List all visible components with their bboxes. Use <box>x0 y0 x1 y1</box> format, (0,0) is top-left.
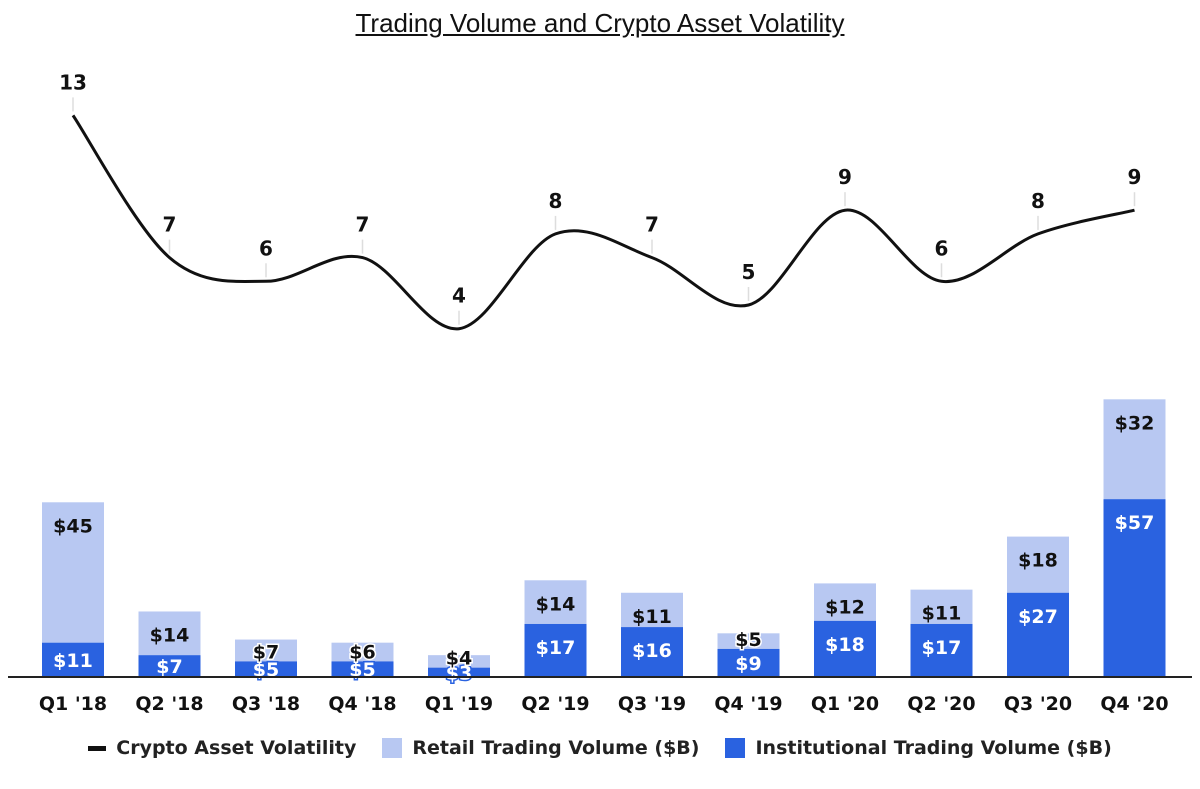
bar-institutional <box>1007 592 1069 677</box>
bar-label-institutional: $5 <box>349 659 375 681</box>
volatility-point-label: 8 <box>549 189 563 213</box>
bar-label-institutional: $18 <box>825 634 865 656</box>
volatility-point-label: 9 <box>1128 165 1142 189</box>
bar-retail <box>621 592 683 628</box>
bar-label-institutional: $27 <box>1018 606 1058 628</box>
bar-label-retail: $45 <box>53 515 93 537</box>
legend-item-volatility: Crypto Asset Volatility <box>88 737 356 759</box>
volatility-point-label: 6 <box>935 236 949 260</box>
bar-retail <box>1103 399 1166 500</box>
volatility-point-label: 4 <box>452 284 466 308</box>
bar-institutional <box>42 642 104 677</box>
bar-label-retail: $5 <box>735 629 761 651</box>
bar-retail <box>1007 536 1069 593</box>
legend-line-swatch <box>88 745 107 751</box>
bar-label-retail: $6 <box>349 641 375 663</box>
x-tick-label: Q4 '18 <box>328 693 396 715</box>
volatility-point-label: 6 <box>259 236 273 260</box>
bar-retail <box>910 589 973 624</box>
bar-retail <box>138 611 201 656</box>
bar-retail <box>42 502 104 643</box>
bar-label-institutional: $9 <box>735 653 761 675</box>
bar-label-institutional: $17 <box>536 637 576 659</box>
bar-label-retail: $11 <box>922 603 962 625</box>
bar-retail <box>814 583 876 621</box>
bar-retail <box>524 580 587 624</box>
bar-label-retail: $7 <box>253 641 279 663</box>
x-tick-group: Q1 '18 Q2 '18 Q3 '18 Q4 '18 Q1 '19 Q2 '19 Q3 '… <box>39 693 1169 715</box>
legend: Crypto Asset Volatility Retail Trading V… <box>0 733 1200 763</box>
x-tick-label: Q1 '20 <box>811 693 879 715</box>
bar-label-institutional: $7 <box>156 656 182 678</box>
chart-title: Trading Volume and Crypto Asset Volatili… <box>355 8 845 38</box>
bar-retail <box>428 655 490 668</box>
bar-retail <box>235 639 297 662</box>
x-tick-label: Q3 '20 <box>1004 693 1072 715</box>
bar-group: $11$45$7$14$5$7$5$6$3$4 $17$14$16$11$9$5 $… <box>42 399 1166 686</box>
bar-label-retail: $11 <box>632 606 672 628</box>
legend-item-retail: Retail Trading Volume ($B) <box>382 737 699 759</box>
bar-label-institutional: $5 <box>253 659 279 681</box>
bar-label-retail: $14 <box>536 593 576 615</box>
x-tick-label: Q1 '18 <box>39 693 107 715</box>
bar-label-institutional: $16 <box>632 640 672 662</box>
bar-institutional <box>428 667 490 677</box>
bar-label-institutional: $11 <box>53 650 93 672</box>
x-tick-label: Q2 '18 <box>135 693 203 715</box>
bar-label-institutional: $3 <box>446 662 472 684</box>
volatility-point-label: 13 <box>59 70 87 94</box>
legend-label-institutional: Institutional Trading Volume ($B) <box>755 737 1112 759</box>
volatility-point-label: 7 <box>163 213 177 237</box>
bar-label-retail: $18 <box>1018 550 1058 572</box>
bar-institutional <box>910 623 973 677</box>
x-tick-label: Q2 '19 <box>521 693 589 715</box>
legend-institutional-swatch <box>725 738 746 758</box>
x-tick-label: Q4 '20 <box>1100 693 1168 715</box>
x-tick-label: Q3 '19 <box>618 693 686 715</box>
legend-label-retail: Retail Trading Volume ($B) <box>412 737 700 759</box>
x-tick-label: Q2 '20 <box>907 693 975 715</box>
bar-institutional <box>717 648 780 677</box>
x-tick-label: Q4 '19 <box>714 693 782 715</box>
bar-label-institutional: $57 <box>1115 512 1155 534</box>
bar-institutional <box>621 627 683 677</box>
volatility-point-label: 5 <box>742 260 756 284</box>
legend-item-institutional: Institutional Trading Volume ($B) <box>725 737 1112 759</box>
volatility-point-label: 7 <box>356 213 370 237</box>
x-tick-label: Q1 '19 <box>425 693 493 715</box>
legend-retail-swatch <box>382 738 403 758</box>
chart-canvas: $11$45$7$14$5$7$5$6$3$4 $17$14$16$11$9$5 $… <box>8 70 1192 715</box>
bar-label-retail: $12 <box>825 596 865 618</box>
volatility-line <box>71 114 1135 331</box>
volatility-point-label: 9 <box>838 165 852 189</box>
bar-label-institutional: $17 <box>922 637 962 659</box>
bar-label-retail: $4 <box>446 648 472 670</box>
bar-institutional <box>524 623 587 677</box>
bar-retail <box>331 642 394 662</box>
bar-label-retail: $32 <box>1115 412 1155 434</box>
x-tick-label: Q3 '18 <box>232 693 300 715</box>
bar-institutional <box>814 620 876 677</box>
volatility-point-label: 7 <box>645 213 659 237</box>
bar-institutional <box>331 661 394 677</box>
bar-label-retail: $14 <box>150 624 190 646</box>
volatility-point-label: 8 <box>1031 189 1045 213</box>
legend-label-volatility: Crypto Asset Volatility <box>116 737 357 759</box>
bar-retail <box>717 633 780 649</box>
bar-institutional <box>138 655 201 677</box>
volatility-line-group: 13 7 6 7 4 8 7 5 9 6 8 9 <box>59 70 1142 331</box>
bar-institutional <box>235 661 297 677</box>
bar-institutional <box>1103 499 1166 677</box>
